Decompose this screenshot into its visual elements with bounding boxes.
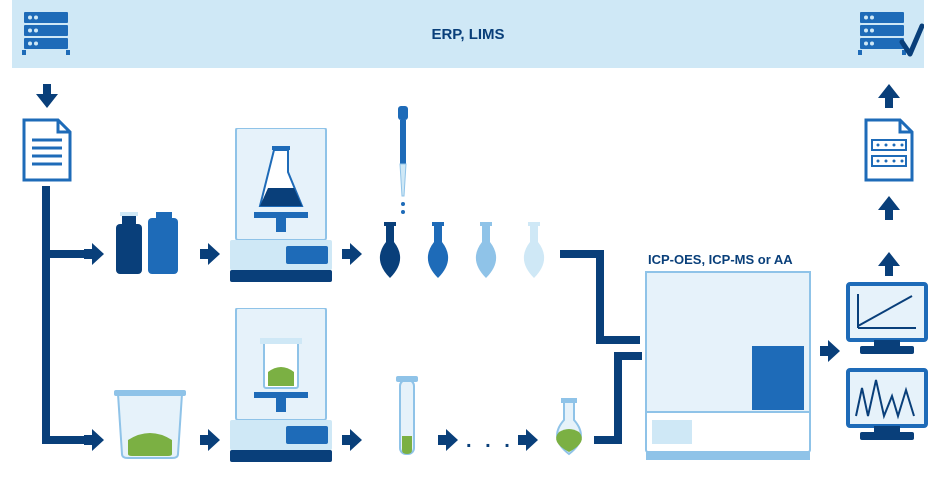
beaker-green-icon bbox=[112, 388, 188, 462]
instrument-label: ICP-OES, ICP-MS or AA bbox=[648, 252, 793, 267]
arrow-right-icon bbox=[342, 429, 362, 451]
arrow-up-icon bbox=[878, 84, 900, 108]
server-right-check-icon bbox=[856, 10, 924, 60]
document-grid-icon bbox=[864, 118, 914, 182]
computer-linechart-icon bbox=[844, 282, 930, 360]
computer-waveform-icon bbox=[844, 368, 930, 446]
arrow-right-icon bbox=[342, 243, 362, 265]
flow-ellipsis: . . . bbox=[466, 430, 514, 453]
flow-bracket-top bbox=[560, 240, 650, 350]
arrow-right-icon bbox=[820, 340, 840, 362]
arrow-right-icon bbox=[518, 429, 538, 451]
instrument-icon bbox=[644, 270, 812, 460]
flask-green-icon bbox=[546, 398, 592, 458]
balance-powder-icon bbox=[228, 308, 334, 464]
balance-flask-icon bbox=[228, 128, 334, 284]
flow-bracket-bottom bbox=[594, 352, 650, 448]
arrow-up-icon bbox=[878, 252, 900, 276]
arrow-right-icon bbox=[84, 243, 104, 265]
arrow-right-icon bbox=[438, 429, 458, 451]
erp-lims-banner: ERP, LIMS bbox=[12, 0, 924, 68]
arrow-right-icon bbox=[200, 429, 220, 451]
flasks-row-icon bbox=[368, 220, 558, 284]
arrow-right-icon bbox=[84, 429, 104, 451]
arrow-up-icon bbox=[878, 196, 900, 220]
arrow-right-icon bbox=[200, 243, 220, 265]
bottles-icon bbox=[110, 212, 190, 280]
pipette-icon bbox=[390, 106, 416, 216]
tube-green-icon bbox=[394, 376, 420, 462]
banner-title: ERP, LIMS bbox=[431, 26, 504, 43]
